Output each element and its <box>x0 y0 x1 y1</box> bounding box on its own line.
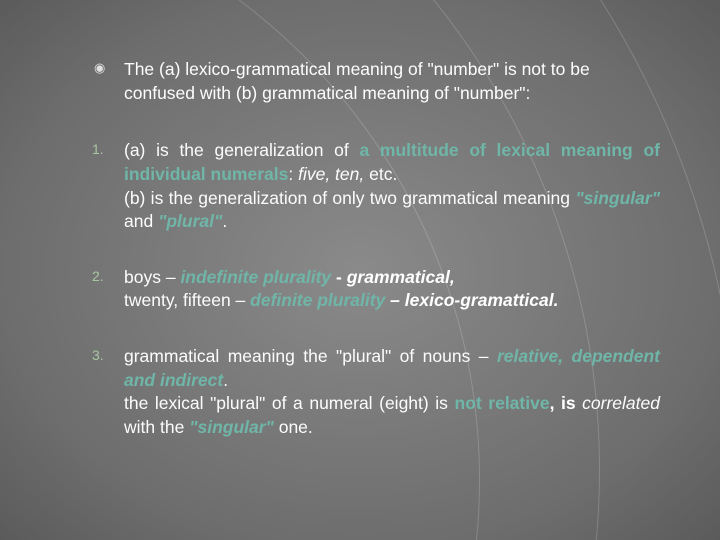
p3-a4: . <box>223 370 228 390</box>
slide-content: The (a) lexico-grammatical meaning of "n… <box>0 0 720 480</box>
p3-b5: with the <box>124 417 189 437</box>
intro-text-2: confused with (b) grammatical meaning of… <box>124 83 530 103</box>
list-item-2: 2. boys – indefinite plurality - grammat… <box>90 266 660 313</box>
marker-2: 2. <box>92 267 104 286</box>
p3-b6: "singular" <box>189 417 274 437</box>
p3-a2: relative, <box>497 346 563 366</box>
p3-b3: , is <box>550 393 583 413</box>
p1-a4: : <box>288 164 298 184</box>
p1-b1: (b) is the generalization of only two gr… <box>124 188 575 208</box>
p2-b1: twenty, fifteen – <box>124 290 250 310</box>
marker-3: 3. <box>92 346 104 365</box>
p3-b1: the lexical "plural" of a numeral (eight… <box>124 393 455 413</box>
p2-a2: indefinite plurality <box>180 267 331 287</box>
p1-a5: five, ten, <box>298 164 364 184</box>
intro-text-1: The (a) lexico-grammatical meaning of "n… <box>124 59 590 79</box>
p1-b2: "singular" <box>575 188 660 208</box>
p2-a3: - <box>331 267 347 287</box>
list-item-3: 3. grammatical meaning the "plural" of n… <box>90 345 660 440</box>
p2-b3: – <box>385 290 404 310</box>
p3-b7: one. <box>274 417 313 437</box>
p3-b4: correlated <box>582 393 660 413</box>
p2-a1: boys – <box>124 267 180 287</box>
p2-a4: grammatical, <box>347 267 455 287</box>
p1-b4: "plural" <box>158 211 222 231</box>
p1-a6: etc. <box>364 164 397 184</box>
marker-1: 1. <box>92 140 104 159</box>
p3-a1: grammatical meaning the "plural" of noun… <box>124 346 497 366</box>
p1-b3: and <box>124 211 158 231</box>
list-item-1: 1. (a) is the generalization of a multit… <box>90 139 660 234</box>
p1-b5: . <box>222 211 227 231</box>
intro-paragraph: The (a) lexico-grammatical meaning of "n… <box>90 58 660 105</box>
p1-a1: (a) is the generalization of <box>124 140 359 160</box>
p3-b2: not relative <box>455 393 550 413</box>
p2-b4: lexico-gramattical. <box>405 290 559 310</box>
p1-a2: a multitude of lexical meaning <box>359 140 632 160</box>
p2-b2: definite plurality <box>250 290 385 310</box>
